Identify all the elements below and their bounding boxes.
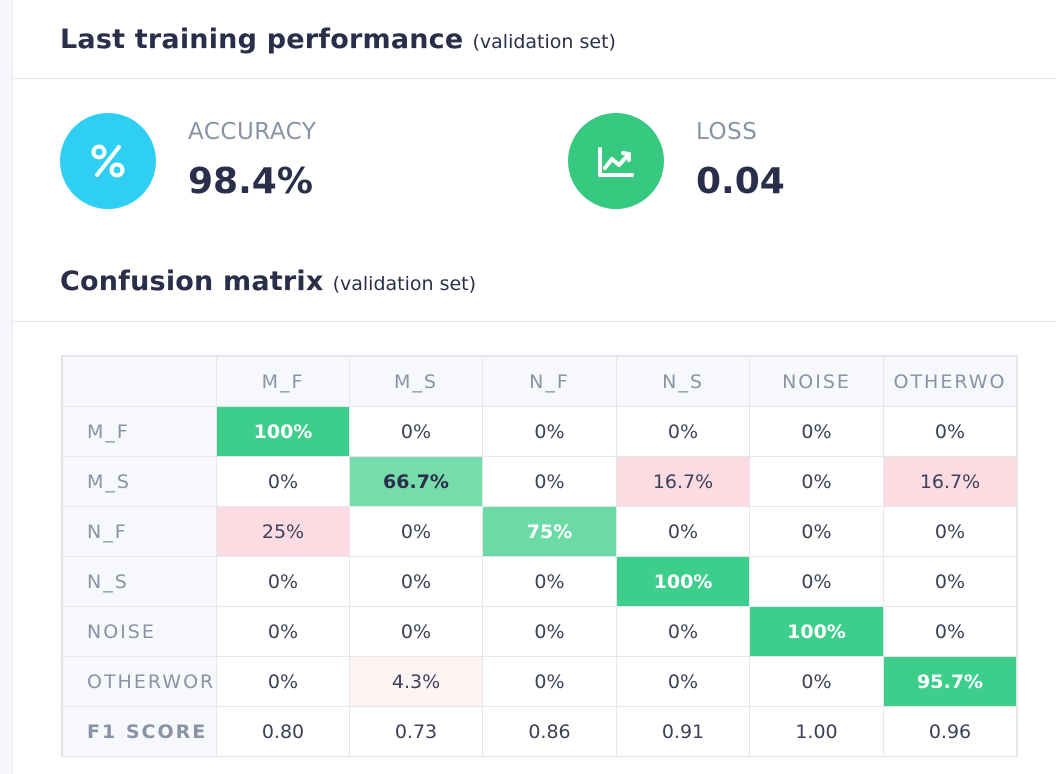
matrix-cell: 0%: [749, 556, 884, 607]
column-header: NOISE: [749, 356, 884, 407]
matrix-row: OTHERWOR 0% 4.3% 0% 0% 0% 95.7%: [62, 656, 1017, 707]
matrix-cell: 100%: [616, 556, 750, 607]
matrix-cell: 0%: [749, 506, 884, 557]
percent-icon: [60, 113, 156, 209]
confusion-subtitle: (validation set): [332, 273, 477, 295]
divider: [12, 78, 1056, 79]
divider: [12, 321, 1056, 322]
matrix-cell: 100%: [749, 606, 884, 657]
performance-title: Last training performance: [60, 24, 464, 55]
confusion-title: Confusion matrix: [60, 266, 324, 297]
confusion-header: Confusion matrix (validation set): [60, 266, 476, 297]
matrix-cell: 66.7%: [349, 456, 483, 507]
f1-score-cell: 0.86: [482, 706, 617, 756]
f1-score-row: F1 SCORE 0.80 0.73 0.86 0.91 1.00 0.96: [62, 706, 1017, 756]
matrix-cell: 0%: [616, 506, 750, 557]
matrix-cell: 0%: [349, 556, 483, 607]
row-header: NOISE: [62, 606, 217, 657]
loss-value: 0.04: [696, 161, 785, 202]
matrix-cell: 0%: [616, 656, 750, 707]
f1-score-cell: 0.73: [349, 706, 483, 756]
matrix-row: N_F 25% 0% 75% 0% 0% 0%: [62, 506, 1017, 557]
accuracy-metric: ACCURACY 98.4%: [60, 113, 480, 209]
confusion-matrix-scroll[interactable]: M_F M_S N_F N_S NOISE OTHERWO M_F 100% 0…: [61, 355, 1018, 757]
performance-header: Last training performance (validation se…: [60, 24, 616, 55]
performance-subtitle: (validation set): [472, 31, 616, 53]
matrix-cell: 0%: [482, 606, 617, 657]
matrix-cell: 0%: [482, 406, 617, 457]
matrix-cell: 0%: [216, 456, 350, 507]
accuracy-value: 98.4%: [188, 161, 313, 202]
matrix-cell: 0%: [749, 406, 884, 457]
matrix-cell: 0%: [216, 606, 350, 657]
column-header: M_S: [349, 356, 483, 407]
row-header: M_F: [62, 406, 217, 457]
loss-label: LOSS: [696, 119, 758, 145]
matrix-cell: 0%: [883, 556, 1017, 607]
row-header: N_F: [62, 506, 217, 557]
column-header: M_F: [216, 356, 350, 407]
column-header: N_F: [482, 356, 617, 407]
column-header: OTHERWO: [883, 356, 1017, 407]
f1-score-cell: 1.00: [749, 706, 884, 756]
matrix-cell: 25%: [216, 506, 350, 557]
chart-line-icon: [568, 113, 664, 209]
loss-metric: LOSS 0.04: [568, 113, 988, 209]
matrix-cell: 0%: [482, 656, 617, 707]
f1-score-label: F1 SCORE: [62, 706, 217, 756]
accuracy-label: ACCURACY: [188, 119, 317, 145]
training-performance-panel: Last training performance (validation se…: [12, 0, 1056, 774]
matrix-cell: 0%: [616, 606, 750, 657]
matrix-cell: 0%: [482, 556, 617, 607]
row-header: N_S: [62, 556, 217, 607]
matrix-corner: [62, 356, 217, 407]
matrix-row: M_S 0% 66.7% 0% 16.7% 0% 16.7%: [62, 456, 1017, 507]
row-header: M_S: [62, 456, 217, 507]
confusion-matrix-table: M_F M_S N_F N_S NOISE OTHERWO M_F 100% 0…: [62, 356, 1017, 756]
matrix-row: M_F 100% 0% 0% 0% 0% 0%: [62, 406, 1017, 457]
matrix-cell: 0%: [883, 606, 1017, 657]
matrix-cell: 0%: [883, 506, 1017, 557]
matrix-cell: 4.3%: [349, 656, 483, 707]
matrix-cell: 100%: [216, 406, 350, 457]
matrix-cell: 16.7%: [616, 456, 750, 507]
matrix-cell: 0%: [883, 406, 1017, 457]
matrix-row: N_S 0% 0% 0% 100% 0% 0%: [62, 556, 1017, 607]
matrix-cell: 16.7%: [883, 456, 1017, 507]
matrix-cell: 0%: [749, 456, 884, 507]
matrix-cell: 0%: [349, 606, 483, 657]
row-header: OTHERWOR: [62, 656, 217, 707]
matrix-cell: 0%: [749, 656, 884, 707]
f1-score-cell: 0.91: [616, 706, 750, 756]
f1-score-cell: 0.96: [883, 706, 1017, 756]
matrix-cell: 0%: [216, 556, 350, 607]
matrix-header-row: M_F M_S N_F N_S NOISE OTHERWO: [62, 356, 1017, 407]
matrix-cell: 0%: [349, 406, 483, 457]
left-rail: [0, 0, 13, 774]
matrix-cell: 75%: [482, 506, 617, 557]
matrix-cell: 0%: [616, 406, 750, 457]
f1-score-cell: 0.80: [216, 706, 350, 756]
column-header: N_S: [616, 356, 750, 407]
matrix-cell: 95.7%: [883, 656, 1017, 707]
matrix-cell: 0%: [349, 506, 483, 557]
matrix-row: NOISE 0% 0% 0% 0% 100% 0%: [62, 606, 1017, 657]
matrix-cell: 0%: [216, 656, 350, 707]
matrix-cell: 0%: [482, 456, 617, 507]
